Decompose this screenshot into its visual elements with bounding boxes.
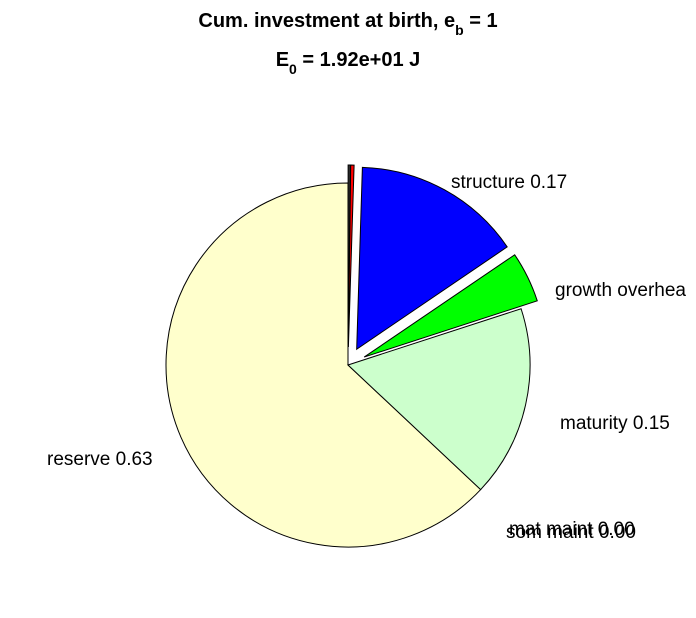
pie-label-som-maint: som maint 0.00 xyxy=(506,522,636,543)
pie-label-reserve: reserve 0.63 xyxy=(47,449,153,470)
title-line1-suffix: = 1 xyxy=(464,10,498,32)
pie-label-mat-maint: mat maint 0.00 xyxy=(509,519,635,540)
title-line1-subscript: b xyxy=(455,22,464,38)
pie-slice-maturity xyxy=(356,166,508,351)
pie-label-maturity: maturity 0.15 xyxy=(560,413,670,434)
title-line2-prefix: E xyxy=(276,49,289,71)
pie-slice-reserve xyxy=(165,182,482,548)
pie-slice-som-maint xyxy=(347,164,351,348)
pie-slice-structure xyxy=(347,308,531,491)
pie-label-structure: structure 0.17 xyxy=(451,172,567,193)
title-line2-subscript: 0 xyxy=(289,61,297,77)
chart-title-line1: Cum. investment at birth, eb = 1 xyxy=(198,10,497,38)
chart-title-line2: E0 = 1.92e+01 J xyxy=(276,49,421,77)
title-line2-suffix: = 1.92e+01 J xyxy=(297,49,420,71)
pie-labels: reserve 0.63 structure 0.17 growth overhea… xyxy=(47,172,686,543)
pie-label-growth-overhead: growth overhea xyxy=(555,280,686,301)
pie-slice-growth-overhead xyxy=(363,254,538,358)
pie-slices xyxy=(165,164,538,548)
title-line1-prefix: Cum. investment at birth, e xyxy=(198,10,455,32)
